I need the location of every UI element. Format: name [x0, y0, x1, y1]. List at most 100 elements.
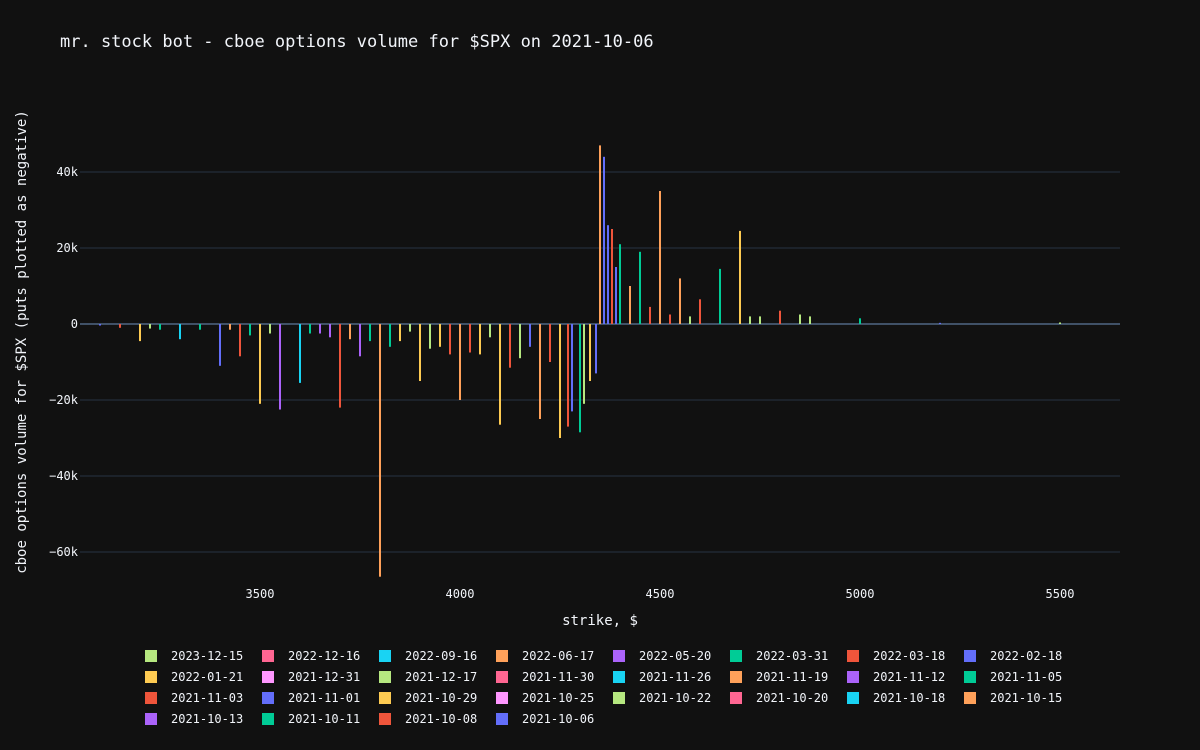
legend-item[interactable]: 2021-11-12 — [847, 667, 964, 686]
volume-bar — [1059, 322, 1061, 324]
y-tick-label: 20k — [56, 241, 78, 255]
legend-label: 2023-12-15 — [171, 648, 244, 663]
legend-label: 2021-10-20 — [756, 690, 829, 705]
volume-bar — [409, 324, 411, 332]
legend-label: 2021-11-12 — [873, 669, 946, 684]
volume-bar — [259, 324, 261, 404]
legend-label: 2021-10-11 — [288, 711, 361, 726]
legend-swatch — [379, 649, 391, 662]
legend-item[interactable]: 2022-01-21 — [145, 667, 262, 686]
volume-bar — [619, 244, 621, 324]
volume-bar — [299, 324, 301, 383]
x-tick-label: 5500 — [1046, 587, 1075, 601]
volume-bar — [279, 324, 281, 410]
legend-item[interactable]: 2021-12-17 — [379, 667, 496, 686]
volume-bar — [459, 324, 461, 400]
legend-item[interactable]: 2021-10-15 — [964, 688, 1081, 707]
y-tick-label: 40k — [56, 165, 78, 179]
legend-item[interactable]: 2022-02-18 — [964, 646, 1081, 665]
volume-bar — [939, 322, 941, 324]
legend-label: 2021-10-13 — [171, 711, 244, 726]
legend-item[interactable]: 2023-12-15 — [145, 646, 262, 665]
legend-item[interactable]: 2022-03-31 — [730, 646, 847, 665]
legend-item[interactable]: 2021-11-05 — [964, 667, 1081, 686]
legend-swatch — [145, 691, 157, 704]
volume-bar — [429, 324, 431, 349]
legend-swatch — [613, 691, 625, 704]
volume-bar — [719, 268, 721, 324]
legend-item[interactable]: 2021-12-31 — [262, 667, 379, 686]
legend-label: 2021-10-08 — [405, 711, 478, 726]
legend-label: 2021-10-25 — [522, 690, 595, 705]
legend-item[interactable]: 2021-10-11 — [262, 709, 379, 728]
legend-item[interactable]: 2021-11-01 — [262, 688, 379, 707]
legend-item[interactable]: 2021-11-03 — [145, 688, 262, 707]
legend-item[interactable]: 2022-12-16 — [262, 646, 379, 665]
legend-item[interactable]: 2021-10-29 — [379, 688, 496, 707]
volume-bar — [519, 324, 521, 359]
legend-item[interactable]: 2021-10-25 — [496, 688, 613, 707]
volume-bar — [595, 324, 597, 374]
y-tick-label: −20k — [49, 393, 79, 407]
volume-bar — [419, 324, 421, 381]
legend-item[interactable]: 2021-11-30 — [496, 667, 613, 686]
volume-bar — [607, 225, 609, 324]
volume-bar — [599, 145, 601, 324]
legend-swatch — [964, 670, 976, 683]
legend-swatch — [379, 670, 391, 683]
volume-bar — [309, 324, 311, 334]
legend: 2023-12-15 2022-12-16 2022-09-16 2022-06-17… — [145, 646, 1085, 728]
legend-item[interactable]: 2021-10-18 — [847, 688, 964, 707]
legend-swatch — [496, 691, 508, 704]
volume-bar — [489, 324, 491, 338]
volume-bar — [149, 324, 151, 329]
legend-label: 2021-11-01 — [288, 690, 361, 705]
legend-item[interactable]: 2022-06-17 — [496, 646, 613, 665]
legend-item[interactable]: 2021-10-20 — [730, 688, 847, 707]
volume-bar — [479, 324, 481, 355]
legend-item[interactable]: 2022-05-20 — [613, 646, 730, 665]
legend-label: 2022-09-16 — [405, 648, 478, 663]
legend-item[interactable]: 2021-10-08 — [379, 709, 496, 728]
volume-bar — [439, 324, 441, 347]
volume-bar — [449, 324, 451, 355]
legend-label: 2022-05-20 — [639, 648, 712, 663]
legend-swatch — [379, 691, 391, 704]
volume-bar — [749, 316, 751, 324]
volume-bar — [649, 306, 651, 324]
legend-swatch — [496, 649, 508, 662]
volume-bar — [469, 324, 471, 353]
legend-label: 2021-10-18 — [873, 690, 946, 705]
volume-bar — [579, 324, 581, 433]
volume-bar — [799, 314, 801, 324]
legend-swatch — [613, 670, 625, 683]
volume-bar — [269, 324, 271, 334]
volume-bar — [509, 324, 511, 368]
volume-bar — [99, 324, 101, 326]
legend-item[interactable]: 2021-11-26 — [613, 667, 730, 686]
legend-swatch — [847, 691, 859, 704]
legend-item[interactable]: 2022-09-16 — [379, 646, 496, 665]
legend-item[interactable]: 2021-11-19 — [730, 667, 847, 686]
legend-swatch — [145, 712, 157, 725]
y-tick-label: −60k — [49, 545, 79, 559]
legend-label: 2021-11-30 — [522, 669, 595, 684]
volume-bar — [571, 324, 573, 412]
legend-swatch — [847, 670, 859, 683]
volume-bar — [499, 324, 501, 425]
volume-bar — [859, 318, 861, 324]
legend-swatch — [262, 670, 274, 683]
legend-item[interactable]: 2021-10-06 — [496, 709, 613, 728]
volume-bar — [639, 251, 641, 324]
volume-bar — [379, 324, 381, 577]
volume-bar — [739, 230, 741, 324]
legend-label: 2021-10-22 — [639, 690, 712, 705]
legend-item[interactable]: 2022-03-18 — [847, 646, 964, 665]
legend-item[interactable]: 2021-10-22 — [613, 688, 730, 707]
volume-bar — [389, 324, 391, 347]
legend-label: 2022-01-21 — [171, 669, 244, 684]
legend-item[interactable]: 2021-10-13 — [145, 709, 262, 728]
volume-bar — [679, 278, 681, 324]
volume-bar — [659, 191, 661, 324]
